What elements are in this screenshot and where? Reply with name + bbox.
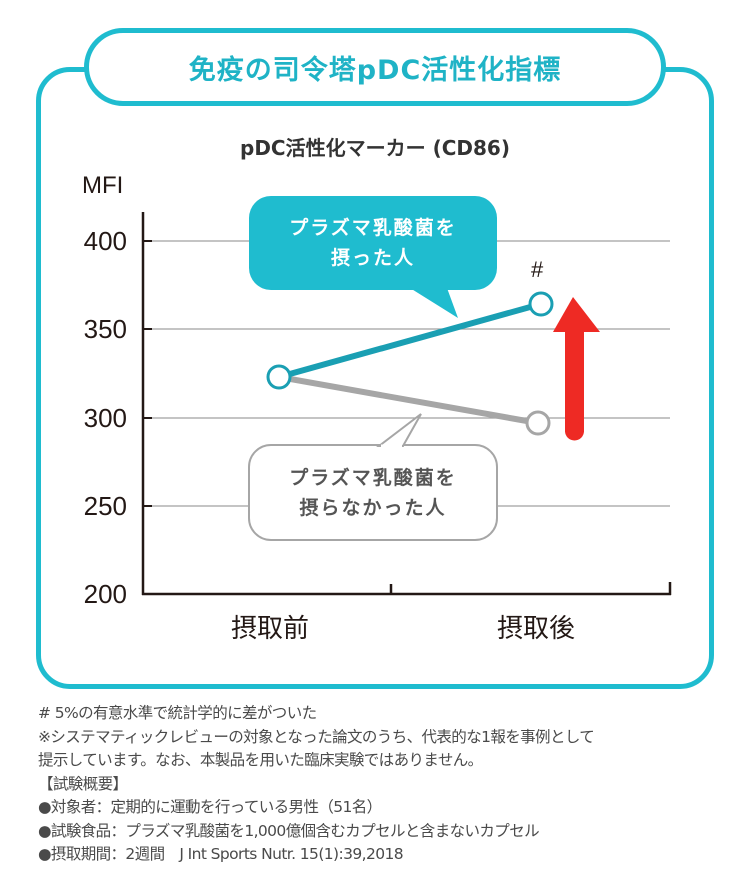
control-after-marker: [525, 410, 551, 436]
baseline-marker: [266, 364, 292, 390]
footnote-significance: # 5%の有意水準で統計学的に差がついた: [38, 704, 317, 722]
x-tick-before: 摂取前: [230, 614, 309, 644]
legend-control-line1: プラズマ乳酸菌を: [289, 466, 457, 489]
study-subjects: ●対象者：定期的に運動を行っている男性（51名）: [38, 798, 382, 816]
footnote-disclaimer-2: 提示しています。なお、本製品を用いた臨床実験ではありません。: [38, 751, 483, 769]
legend-bubble-control: プラズマ乳酸菌を 摂らなかった人: [249, 445, 497, 540]
study-period-citation: ●摂取期間：2週間 J Int Sports Nutr. 15(1):39,20…: [38, 845, 404, 863]
legend-control-line2: 摂らなかった人: [299, 496, 447, 519]
study-summary-heading: 【試験概要】: [38, 774, 128, 793]
series-control-line: [278, 374, 539, 426]
y-tick-400: 400: [83, 226, 127, 256]
y-tick-250: 250: [83, 491, 127, 521]
red-up-arrow-icon: [553, 297, 600, 441]
series-plasma-line: [278, 301, 542, 380]
page-title: 免疫の司令塔pDC活性化指標: [188, 54, 562, 86]
gray-callout: [248, 413, 498, 541]
chart-title: pDC活性化マーカー (CD86): [240, 136, 510, 160]
plasma-after-marker: [528, 291, 554, 317]
axes: [141, 212, 672, 596]
legend-plasma-line2: 摂った人: [330, 247, 415, 269]
footnotes: # 5%の有意水準で統計学的に差がついた ※システマティックレビューの対象となっ…: [38, 702, 728, 867]
x-tick-after: 摂取後: [496, 614, 575, 644]
study-test-food: ●試験食品：プラズマ乳酸菌を1,000億個含むカプセルと含まないカプセル: [38, 821, 540, 840]
legend-plasma-line1: プラズマ乳酸菌を: [289, 217, 457, 239]
chart-frame: [36, 67, 714, 689]
y-tick-350: 350: [83, 314, 127, 344]
header-pill: 免疫の司令塔pDC活性化指標: [84, 28, 666, 106]
y-tick-200: 200: [83, 579, 127, 609]
legend-bubble-plasma: プラズマ乳酸菌を 摂った人: [249, 196, 497, 290]
teal-callout: [249, 196, 497, 318]
significance-mark: #: [531, 257, 544, 282]
y-axis-label: MFI: [82, 172, 124, 199]
footnote-disclaimer-1: ※システマティックレビューの対象となった論文のうち、代表的な1報を事例として: [38, 727, 595, 746]
y-tick-300: 300: [83, 403, 127, 433]
